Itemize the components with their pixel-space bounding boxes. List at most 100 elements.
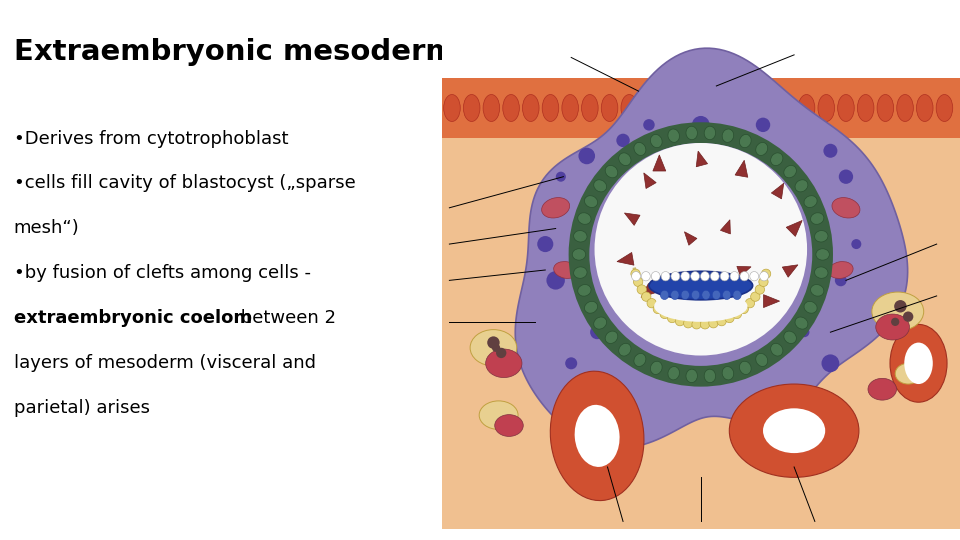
Ellipse shape: [618, 153, 631, 166]
Ellipse shape: [759, 272, 768, 281]
Circle shape: [579, 147, 595, 164]
Text: extraembryonic coelom: extraembryonic coelom: [13, 309, 252, 327]
Circle shape: [590, 325, 604, 339]
Ellipse shape: [574, 267, 588, 278]
Ellipse shape: [503, 94, 519, 122]
Ellipse shape: [444, 94, 460, 122]
Circle shape: [641, 340, 657, 356]
Circle shape: [725, 313, 734, 323]
Circle shape: [666, 131, 684, 150]
Ellipse shape: [750, 272, 758, 281]
Circle shape: [568, 122, 833, 387]
Ellipse shape: [868, 379, 897, 400]
Ellipse shape: [664, 333, 696, 352]
Circle shape: [708, 319, 718, 328]
Ellipse shape: [686, 126, 697, 140]
Ellipse shape: [554, 261, 578, 279]
Circle shape: [589, 143, 812, 366]
Circle shape: [761, 269, 771, 279]
Ellipse shape: [680, 94, 697, 122]
Ellipse shape: [783, 165, 797, 178]
Text: parietal) arises: parietal) arises: [13, 399, 150, 416]
Circle shape: [546, 271, 564, 289]
Circle shape: [692, 116, 709, 134]
Ellipse shape: [585, 195, 597, 207]
Circle shape: [692, 339, 709, 356]
Polygon shape: [721, 307, 732, 322]
Circle shape: [641, 292, 651, 301]
Text: •by fusion of clefts among cells -: •by fusion of clefts among cells -: [13, 264, 310, 282]
Ellipse shape: [702, 290, 710, 300]
Circle shape: [647, 299, 657, 308]
Ellipse shape: [814, 267, 828, 278]
Polygon shape: [771, 183, 783, 199]
Text: Extraembryonic mesoderm: Extraembryonic mesoderm: [13, 38, 455, 66]
Ellipse shape: [654, 291, 748, 322]
Ellipse shape: [708, 168, 735, 185]
Circle shape: [492, 343, 500, 352]
Circle shape: [745, 299, 755, 308]
Ellipse shape: [705, 369, 715, 383]
Ellipse shape: [763, 408, 826, 453]
Ellipse shape: [890, 325, 947, 402]
Ellipse shape: [771, 153, 783, 166]
Polygon shape: [641, 284, 656, 298]
Polygon shape: [624, 213, 640, 225]
Circle shape: [634, 277, 643, 287]
Circle shape: [835, 274, 847, 286]
Ellipse shape: [681, 272, 689, 281]
Ellipse shape: [917, 94, 933, 122]
Ellipse shape: [872, 292, 924, 331]
Ellipse shape: [486, 349, 522, 377]
Ellipse shape: [660, 94, 677, 122]
Polygon shape: [442, 11, 960, 78]
Circle shape: [852, 239, 861, 249]
Ellipse shape: [593, 317, 607, 329]
Circle shape: [756, 315, 770, 329]
Ellipse shape: [550, 371, 644, 501]
Ellipse shape: [578, 285, 591, 296]
Ellipse shape: [936, 94, 952, 122]
Ellipse shape: [779, 94, 795, 122]
Ellipse shape: [810, 285, 824, 296]
Ellipse shape: [494, 415, 523, 436]
Circle shape: [556, 172, 565, 181]
Ellipse shape: [464, 94, 480, 122]
Circle shape: [824, 144, 837, 158]
Ellipse shape: [562, 94, 579, 122]
Ellipse shape: [681, 290, 689, 300]
Ellipse shape: [832, 198, 860, 218]
Ellipse shape: [671, 272, 680, 281]
Ellipse shape: [574, 231, 588, 242]
Ellipse shape: [877, 94, 894, 122]
Circle shape: [496, 348, 507, 358]
Circle shape: [739, 305, 749, 314]
Ellipse shape: [660, 290, 669, 300]
Ellipse shape: [756, 143, 768, 156]
Circle shape: [616, 134, 630, 147]
Ellipse shape: [771, 343, 783, 356]
Circle shape: [756, 118, 770, 132]
Ellipse shape: [649, 271, 753, 300]
Ellipse shape: [795, 317, 808, 329]
Ellipse shape: [671, 290, 679, 300]
Ellipse shape: [804, 195, 817, 207]
Circle shape: [684, 319, 693, 328]
Ellipse shape: [479, 401, 518, 429]
Ellipse shape: [641, 272, 650, 281]
Circle shape: [891, 318, 900, 326]
Ellipse shape: [739, 94, 756, 122]
Ellipse shape: [601, 94, 618, 122]
Circle shape: [633, 316, 644, 327]
Circle shape: [653, 305, 662, 314]
Circle shape: [805, 251, 824, 269]
Ellipse shape: [838, 94, 854, 122]
Ellipse shape: [816, 249, 829, 260]
Ellipse shape: [686, 369, 697, 383]
Circle shape: [637, 285, 646, 294]
Circle shape: [839, 170, 853, 184]
Ellipse shape: [705, 126, 715, 140]
Ellipse shape: [668, 129, 680, 143]
Text: between 2: between 2: [234, 309, 336, 327]
Circle shape: [787, 211, 802, 225]
